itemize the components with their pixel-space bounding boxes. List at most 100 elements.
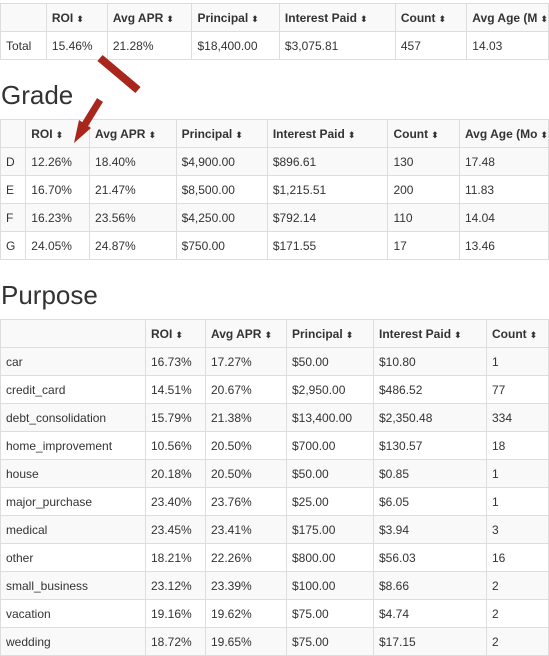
table-cell: $25.00	[286, 487, 374, 516]
total-col-roi[interactable]: ROI ⬍	[45, 3, 108, 32]
table-cell: 2	[486, 571, 549, 600]
column-header-label: ROI	[31, 126, 53, 141]
table-cell: 19.65%	[205, 627, 287, 656]
column-header-label: Principal	[181, 126, 233, 141]
total-col-avg-apr[interactable]: Avg APR ⬍	[106, 3, 193, 32]
sort-icon[interactable]: ⬍	[148, 129, 157, 140]
table-cell: 16.73%	[145, 347, 206, 376]
table-cell: 110	[387, 203, 460, 232]
total-col-avg-age-m[interactable]: Avg Age (M ⬍	[466, 3, 549, 32]
grade-col-principal[interactable]: Principal ⬍	[175, 119, 268, 148]
column-header-label: Avg Age (Mo	[464, 126, 538, 141]
grade-col-avg-age-mo[interactable]: Avg Age (Mo ⬍	[458, 119, 549, 148]
sort-icon[interactable]: ⬍	[529, 329, 538, 340]
sort-icon[interactable]: ⬍	[438, 13, 447, 24]
table-cell: $700.00	[286, 431, 374, 460]
purpose-header-row: ROI ⬍ Avg APR ⬍ Principal ⬍ Interest Paid ⬍ Coun…	[0, 319, 549, 348]
total-col-principal[interactable]: Principal ⬍	[191, 3, 280, 32]
table-cell: $750.00	[175, 231, 268, 260]
table-cell: $17.15	[373, 627, 487, 656]
grade-col-interest-paid[interactable]: Interest Paid ⬍	[266, 119, 389, 148]
row-label-cell: F	[0, 203, 27, 232]
table-row: E 16.70% 21.47% $8,500.00 $1,215.51 200 11.83	[0, 175, 549, 204]
table-cell: 18	[486, 431, 549, 460]
table-row: D 12.26% 18.40% $4,900.00 $896.61 130 17.48	[0, 147, 549, 176]
table-row: small_business 23.12% 23.39% $100.00 $8.66 2	[0, 571, 549, 600]
table-cell: 77	[486, 375, 549, 404]
column-header-label: ROI	[51, 10, 74, 25]
purpose-col-interest-paid[interactable]: Interest Paid ⬍	[373, 319, 487, 348]
column-header-label: Interest Paid	[272, 126, 345, 141]
table-cell: 200	[387, 175, 460, 204]
table-row: vacation 19.16% 19.62% $75.00 $4.74 2	[0, 599, 549, 628]
row-label-cell: home_improvement	[0, 431, 146, 460]
column-header-label: Principal	[197, 10, 249, 25]
table-cell: 23.41%	[205, 515, 287, 544]
sort-icon[interactable]: ⬍	[235, 129, 243, 140]
sort-icon[interactable]: ⬍	[251, 13, 259, 24]
table-cell: 21.47%	[89, 175, 177, 204]
table-row: wedding 18.72% 19.65% $75.00 $17.15 2	[0, 627, 549, 656]
table-cell: $75.00	[286, 627, 374, 656]
column-header-label: Count	[400, 10, 436, 25]
table-cell: $56.03	[373, 543, 487, 572]
column-header-label: Avg APR	[211, 326, 262, 341]
row-label-cell: Total	[0, 31, 47, 60]
table-cell: 14.03	[466, 31, 549, 60]
table-cell: 12.26%	[25, 147, 91, 176]
total-table: ROI ⬍ Avg APR ⬍ Principal ⬍ Interest Paid ⬍ Coun…	[0, 3, 549, 60]
sort-icon[interactable]: ⬍	[540, 129, 548, 140]
grade-header-row: ROI ⬍ Avg APR ⬍ Principal ⬍ Interest Paid ⬍ Coun…	[0, 119, 549, 148]
row-label-cell: E	[0, 175, 27, 204]
table-row: other 18.21% 22.26% $800.00 $56.03 16	[0, 543, 549, 572]
grade-col-roi[interactable]: ROI ⬍	[25, 119, 91, 148]
table-cell: 14.04	[458, 203, 549, 232]
table-cell: 20.50%	[205, 431, 287, 460]
table-cell: $4.74	[373, 599, 487, 628]
sort-icon[interactable]: ⬍	[345, 329, 354, 340]
table-cell: 18.21%	[145, 543, 206, 572]
table-cell: $2,350.48	[373, 403, 487, 432]
table-cell: 17.48	[458, 147, 549, 176]
total-header-row: ROI ⬍ Avg APR ⬍ Principal ⬍ Interest Paid ⬍ Coun…	[0, 3, 549, 32]
sort-icon[interactable]: ⬍	[76, 13, 84, 24]
table-cell: 24.87%	[89, 231, 177, 260]
table-cell: $6.05	[373, 487, 487, 516]
table-row: house 20.18% 20.50% $50.00 $0.85 1	[0, 459, 549, 488]
table-cell: 23.45%	[145, 515, 206, 544]
sort-icon[interactable]: ⬍	[454, 329, 462, 340]
sort-icon[interactable]: ⬍	[55, 129, 64, 140]
sort-icon[interactable]: ⬍	[264, 329, 272, 340]
sort-icon[interactable]: ⬍	[540, 13, 548, 24]
purpose-col-avg-apr[interactable]: Avg APR ⬍	[205, 319, 287, 348]
sort-icon[interactable]: ⬍	[359, 13, 368, 24]
table-cell: 16	[486, 543, 549, 572]
sort-icon[interactable]: ⬍	[431, 129, 439, 140]
table-row: F 16.23% 23.56% $4,250.00 $792.14 110 14.04	[0, 203, 549, 232]
sort-icon[interactable]: ⬍	[166, 13, 174, 24]
table-cell: $8.66	[373, 571, 487, 600]
purpose-col-roi[interactable]: ROI ⬍	[145, 319, 206, 348]
table-cell: 14.51%	[145, 375, 206, 404]
table-cell: 2	[486, 599, 549, 628]
sort-icon[interactable]: ⬍	[175, 329, 183, 340]
table-cell: $4,900.00	[175, 147, 268, 176]
total-col-interest-paid[interactable]: Interest Paid ⬍	[278, 3, 396, 32]
table-cell: $50.00	[286, 459, 374, 488]
purpose-col-count[interactable]: Count ⬍	[486, 319, 549, 348]
row-label-cell: other	[0, 543, 146, 572]
row-label-cell: medical	[0, 515, 146, 544]
sort-icon[interactable]: ⬍	[347, 129, 356, 140]
table-cell: 18.40%	[89, 147, 177, 176]
table-cell: $3,075.81	[278, 31, 396, 60]
table-cell: 23.76%	[205, 487, 287, 516]
row-label-cell: vacation	[0, 599, 146, 628]
grade-col-count[interactable]: Count ⬍	[387, 119, 460, 148]
table-cell: $175.00	[286, 515, 374, 544]
table-row: home_improvement 10.56% 20.50% $700.00 $130.…	[0, 431, 549, 460]
table-cell: 15.79%	[145, 403, 206, 432]
total-col-count[interactable]: Count ⬍	[394, 3, 468, 32]
table-cell: 17.27%	[205, 347, 287, 376]
grade-col-avg-apr[interactable]: Avg APR ⬍	[89, 119, 177, 148]
purpose-col-principal[interactable]: Principal ⬍	[286, 319, 374, 348]
